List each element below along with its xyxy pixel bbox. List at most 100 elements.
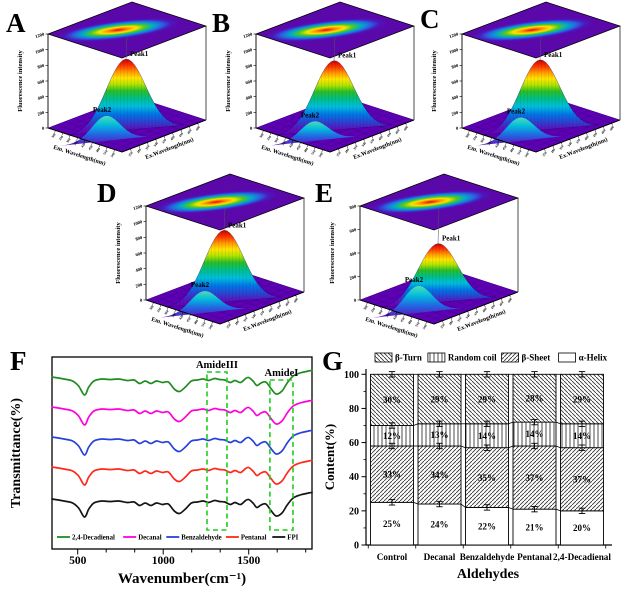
svg-text:Fluorescence intensity: Fluorescence intensity [115,222,122,284]
panel-a-label: A [6,8,26,38]
svg-text:Benzaldehyde: Benzaldehyde [181,534,221,541]
svg-text:Wavenumber(cm⁻¹): Wavenumber(cm⁻¹) [118,571,246,587]
svg-text:Decanal: Decanal [424,552,456,562]
svg-text:400: 400 [245,94,254,101]
panel-g-label: G [322,346,344,376]
svg-text:600: 600 [245,78,254,85]
svg-text:Peak2: Peak2 [301,111,320,119]
svg-text:400: 400 [451,94,460,101]
svg-text:800: 800 [349,203,358,210]
svg-text:40: 40 [349,472,359,483]
svg-text:Peak2: Peak2 [93,106,112,114]
svg-text:Benzaldehyde: Benzaldehyde [460,552,515,562]
svg-text:450: 450 [400,316,406,323]
svg-text:430: 430 [276,303,282,310]
svg-text:600: 600 [451,78,460,85]
svg-text:400: 400 [37,94,46,101]
svg-text:Transmittance(%): Transmittance(%) [9,398,24,508]
svg-text:250: 250 [226,323,232,330]
panel-c-label: C [420,4,440,34]
svg-text:100: 100 [344,370,359,381]
svg-text:330: 330 [58,135,64,142]
svg-text:420: 420 [178,314,184,321]
svg-text:360: 360 [273,137,279,144]
svg-text:Random coil: Random coil [448,353,497,363]
svg-text:540: 540 [422,323,428,330]
svg-text:Peak1: Peak1 [130,50,149,58]
svg-text:600: 600 [37,78,46,85]
svg-text:Decanal: Decanal [138,534,162,541]
svg-text:420: 420 [80,142,86,149]
panel-e-eem-3d-surface-plot: Peak1 Peak2 0 200 400 600 800 300 330 360 390 420 45… [326,172,530,349]
svg-text:370: 370 [575,138,581,145]
panel-e-label: E [315,178,334,208]
svg-text:330: 330 [266,135,272,142]
svg-text:800: 800 [37,63,46,70]
svg-text:420: 420 [392,314,398,321]
svg-text:360: 360 [163,309,169,316]
svg-text:0: 0 [353,297,357,303]
svg-text:12%: 12% [383,431,401,441]
svg-text:Peak1: Peak1 [338,52,357,60]
svg-text:20: 20 [349,506,359,517]
svg-text:37%: 37% [526,473,544,483]
svg-text:280: 280 [234,319,240,326]
svg-text:34%: 34% [431,470,449,480]
svg-text:490: 490 [507,297,513,304]
svg-text:800: 800 [451,63,460,70]
svg-text:1200: 1200 [449,31,460,39]
svg-text:310: 310 [144,144,150,151]
svg-text:510: 510 [102,149,108,156]
svg-text:310: 310 [242,316,248,323]
svg-text:400: 400 [349,250,358,257]
svg-text:340: 340 [465,313,471,320]
svg-text:80: 80 [349,404,359,415]
svg-text:390: 390 [73,139,79,146]
svg-text:300: 300 [363,304,369,311]
svg-text:800: 800 [245,63,254,70]
svg-text:400: 400 [482,307,488,314]
svg-text:300: 300 [51,132,57,139]
svg-text:390: 390 [281,139,287,146]
panel-g-secondary-structure-bar-chart: 0 20 40 60 80 100 25% 24% 22% 21% 20% 33% 34% 35% 37% 3… [320,345,635,589]
svg-text:35%: 35% [478,473,496,483]
svg-text:60: 60 [349,438,359,449]
svg-text:490: 490 [293,297,299,304]
svg-text:280: 280 [550,147,556,154]
svg-text:360: 360 [377,309,383,316]
svg-text:390: 390 [487,139,493,146]
svg-text:28%: 28% [526,393,544,403]
svg-text:AmideIII: AmideIII [196,360,238,371]
svg-text:29%: 29% [573,394,591,404]
svg-text:460: 460 [600,128,606,135]
svg-text:β-Turn: β-Turn [395,353,422,363]
svg-text:Fluorescence intensity: Fluorescence intensity [431,50,438,112]
svg-text:800: 800 [135,235,144,242]
svg-text:14%: 14% [526,429,544,439]
svg-text:1000: 1000 [449,47,460,55]
svg-text:Pentanal: Pentanal [241,534,267,541]
svg-text:280: 280 [448,319,454,326]
svg-text:1000: 1000 [152,555,175,567]
svg-text:Fluorescence intensity: Fluorescence intensity [17,50,24,112]
svg-text:200: 200 [135,282,144,289]
svg-text:Peak1: Peak1 [442,235,461,243]
svg-text:200: 200 [349,274,358,281]
svg-text:280: 280 [136,147,142,154]
svg-text:29%: 29% [478,394,496,404]
svg-text:430: 430 [178,131,184,138]
svg-text:480: 480 [303,147,309,154]
svg-text:21%: 21% [526,522,544,532]
svg-text:340: 340 [251,313,257,320]
svg-text:370: 370 [259,310,265,317]
svg-text:600: 600 [349,227,358,234]
svg-text:330: 330 [156,307,162,314]
svg-text:0: 0 [249,125,253,131]
svg-text:450: 450 [502,144,508,151]
svg-text:370: 370 [473,310,479,317]
svg-text:29%: 29% [431,394,449,404]
svg-text:510: 510 [516,149,522,156]
svg-text:200: 200 [37,110,46,117]
svg-text:400: 400 [268,307,274,314]
svg-text:200: 200 [451,110,460,117]
